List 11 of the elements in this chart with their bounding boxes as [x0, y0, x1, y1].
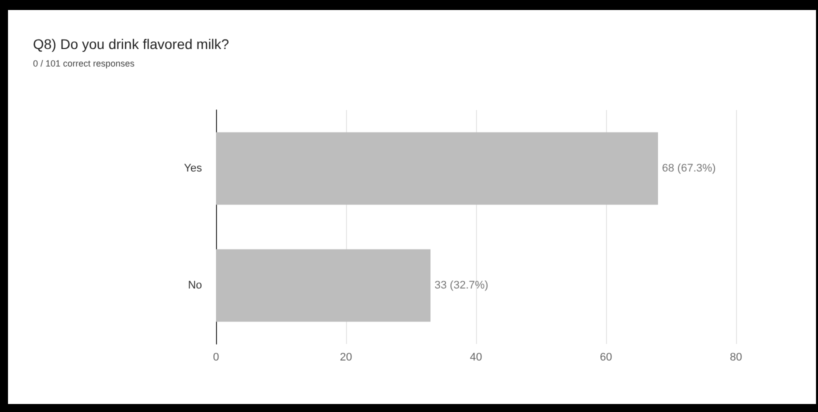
- data-label: 33 (32.7%): [434, 280, 488, 292]
- data-label: 68 (67.3%): [662, 162, 716, 174]
- y-tick-label: Yes: [184, 162, 202, 174]
- y-tick-label: No: [188, 280, 202, 292]
- x-tick-label: 20: [340, 352, 352, 364]
- text: 0 / 101 correct responses: [33, 58, 136, 68]
- x-tick-label: 60: [600, 352, 612, 364]
- x-tick-label: 40: [470, 352, 482, 364]
- x-tick-label: 80: [730, 352, 742, 364]
- chart-title: Q8) Do you drink flavored milk?: [33, 36, 230, 52]
- x-tick-label: 0: [212, 352, 220, 364]
